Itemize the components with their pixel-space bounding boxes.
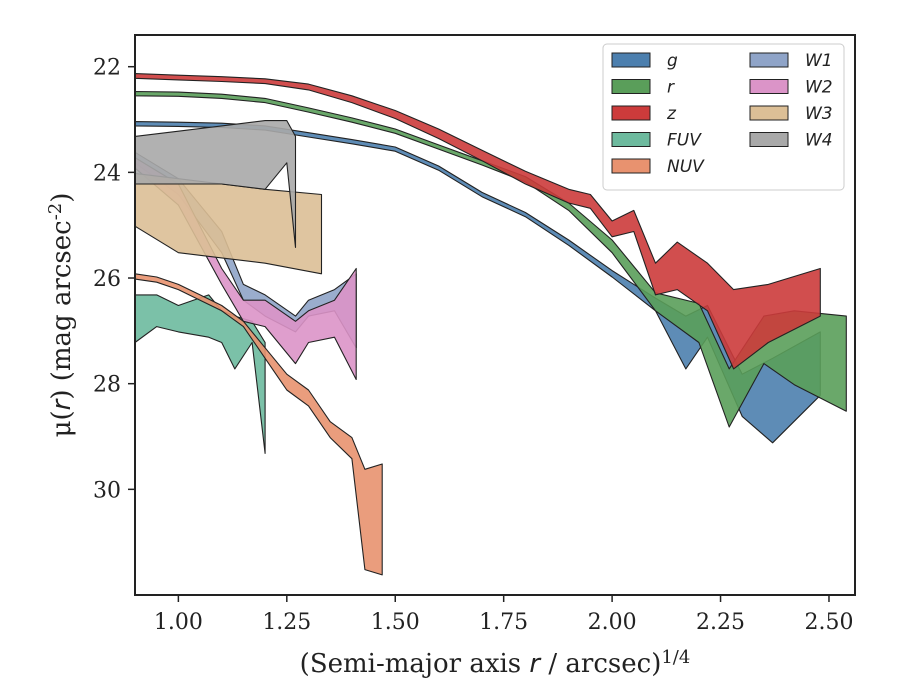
legend-swatch (749, 52, 789, 68)
y-tick-label: 28 (93, 373, 121, 398)
y-tick-label: 24 (93, 161, 121, 186)
legend-swatch (749, 79, 789, 94)
x-tick-label: 2.00 (588, 610, 637, 635)
y-tick-label: 26 (93, 267, 121, 292)
legend-label: W1 (805, 51, 833, 71)
legend-swatch (611, 79, 651, 94)
legend-label: W4 (805, 131, 833, 151)
legend-swatch (611, 52, 651, 68)
band-w4 (134, 120, 297, 248)
y-tick-label: 30 (93, 478, 121, 503)
legend-swatch (611, 158, 651, 174)
legend: grz FUV NUV W1 W2 W3 W4 (602, 43, 845, 191)
legend-label: W3 (805, 104, 833, 124)
x-tick-label: 1.25 (262, 610, 311, 635)
legend-label: FUV (667, 131, 702, 151)
legend-swatch (749, 105, 789, 121)
legend-swatch (611, 132, 651, 147)
y-axis-label: μ(r) (mag arcsec-2) (45, 193, 77, 438)
legend-swatch (611, 105, 651, 121)
band-r (134, 90, 847, 428)
y-tick-label: 22 (93, 56, 121, 81)
band-nuv (134, 273, 383, 576)
series-bands (134, 73, 847, 576)
legend-label: g (667, 51, 678, 71)
x-tick-label: 2.50 (804, 610, 853, 635)
legend-label: W2 (805, 78, 833, 98)
x-tick-label: 1.00 (154, 610, 203, 635)
legend-label: z (666, 104, 677, 124)
legend-label: r (667, 78, 675, 98)
legend-label: NUV (667, 157, 705, 177)
x-tick-label: 1.75 (479, 610, 528, 635)
legend-swatch (749, 132, 789, 147)
x-axis-label: (Semi-major axis r / arcsec)1/4 (300, 647, 691, 679)
y-axis-ticks: 22 24 26 28 30 (93, 56, 135, 503)
x-tick-label: 2.25 (696, 610, 745, 635)
x-axis-ticks: 1.00 1.25 1.50 1.75 2.00 2.25 2.50 (154, 595, 853, 635)
band-z (134, 73, 821, 370)
plot-frame (134, 34, 856, 596)
x-tick-label: 1.50 (371, 610, 420, 635)
